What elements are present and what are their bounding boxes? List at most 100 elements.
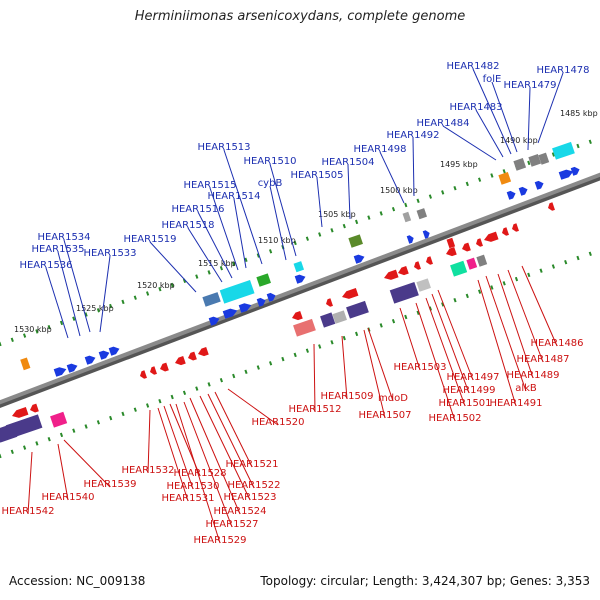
gene-block (466, 257, 478, 270)
gene-block (528, 154, 542, 167)
scale-label: 1495 kbp (440, 160, 478, 169)
reverse-gene-body (292, 310, 303, 321)
gene-block (552, 141, 575, 160)
gene-block-body (5, 414, 43, 439)
top-gene-label-leader (412, 137, 415, 197)
reverse-gene (426, 256, 433, 265)
gene-block-body (450, 260, 468, 277)
scale-tick (35, 441, 39, 446)
bottom-gene-label: mdoD (378, 393, 408, 404)
reverse-gene-body (384, 269, 399, 280)
scale-tick (502, 169, 506, 174)
gene-block-body (416, 278, 431, 292)
scale-tick (588, 251, 592, 257)
scale-tick (318, 232, 322, 237)
bottom-gene-label: HEAR1520 (251, 417, 304, 428)
gene-block (346, 300, 369, 319)
bottom-gene-label-leader (175, 403, 221, 544)
scale-tick (355, 219, 359, 225)
gene-block (389, 281, 419, 304)
scale-tick (10, 449, 14, 455)
scale-tick (232, 261, 236, 267)
forward-gene (558, 169, 574, 180)
topology-summary: Topology: circular; Length: 3,424,307 bp… (260, 574, 590, 588)
bottom-gene-label-leader (437, 289, 474, 381)
scale-tick (182, 390, 187, 396)
top-gene-label: HEAR1479 (503, 80, 556, 91)
bottom-gene-label: HEAR1539 (83, 479, 136, 490)
reverse-gene (160, 362, 169, 372)
forward-gene-body (534, 180, 544, 190)
bottom-gene-label: HEAR1523 (223, 492, 276, 503)
scale-tick (35, 329, 39, 334)
reverse-gene-body (446, 246, 457, 257)
top-gene-label: HEAR1513 (197, 142, 250, 153)
forward-gene (53, 367, 67, 377)
scale-tick (404, 202, 408, 208)
scale-tick (502, 281, 506, 286)
gene-block (202, 292, 221, 307)
forward-gene (570, 166, 580, 176)
bottom-gene-label-leader (425, 297, 466, 407)
scale-tick (146, 403, 150, 408)
reverse-gene (150, 366, 157, 375)
reverse-gene (326, 298, 333, 307)
gene-block (293, 261, 305, 273)
scale-tick (293, 352, 297, 358)
top-gene-label: HEAR1534 (37, 232, 90, 243)
top-gene-label: HEAR1536 (19, 260, 72, 271)
genome-title: Herminiimonas arsenicoxydans, complete g… (134, 9, 466, 24)
reverse-gene (476, 238, 483, 247)
reverse-gene-body (188, 351, 197, 361)
reverse-gene (188, 351, 197, 361)
reverse-gene-body (12, 407, 29, 418)
gene-block (293, 318, 316, 337)
gene-block-body (538, 152, 550, 165)
top-gene-label-leader (223, 149, 263, 265)
bottom-gene-label-leader (157, 407, 189, 502)
scale-tick (59, 320, 64, 326)
bottom-gene-label-leader (313, 343, 316, 413)
forward-gene-body (222, 308, 238, 319)
forward-gene (518, 186, 528, 196)
reverse-gene-body (30, 403, 39, 413)
bottom-gene-label: HEAR1532 (121, 465, 174, 476)
scale-tick (281, 356, 285, 362)
forward-gene-body (570, 166, 580, 176)
forward-gene (534, 180, 544, 190)
reverse-gene-body (548, 202, 555, 211)
top-gene-label-leader (537, 72, 564, 144)
gene-block-body (320, 312, 336, 328)
top-gene-label: HEAR1516 (171, 204, 224, 215)
scale-tick (219, 265, 223, 271)
scale-tick (182, 278, 187, 284)
gene-block-body (402, 211, 412, 223)
scale-tick (293, 240, 297, 246)
reverse-gene (30, 403, 39, 413)
forward-gene-body (53, 367, 67, 377)
scale-tick (59, 432, 64, 438)
top-gene-label: HEAR1492 (386, 130, 439, 141)
scale-tick (564, 259, 568, 265)
bottom-gene-label: HEAR1529 (193, 535, 246, 546)
gene-block-body (20, 357, 31, 371)
gene-block-body (552, 141, 575, 160)
forward-gene (256, 297, 266, 307)
gene-block (50, 411, 68, 428)
scale-tick (391, 206, 396, 212)
bottom-gene-label: HEAR1521 (225, 459, 278, 470)
gene-block-body (293, 261, 305, 273)
bottom-gene-label: HEAR1487 (516, 354, 569, 365)
forward-gene-body (294, 274, 306, 284)
reverse-gene-body (175, 355, 186, 366)
top-gene-label-leader (379, 151, 405, 204)
scale-tick (195, 274, 199, 279)
scale-tick (121, 411, 125, 417)
top-gene-label: HEAR1533 (83, 248, 136, 259)
scale-tick (305, 236, 309, 241)
scale-label: 1515 kbp (198, 259, 236, 268)
scale-label: 1490 kbp (500, 136, 538, 145)
forward-gene-body (108, 346, 120, 356)
scale-tick (96, 308, 100, 313)
forward-gene-body (238, 303, 252, 313)
